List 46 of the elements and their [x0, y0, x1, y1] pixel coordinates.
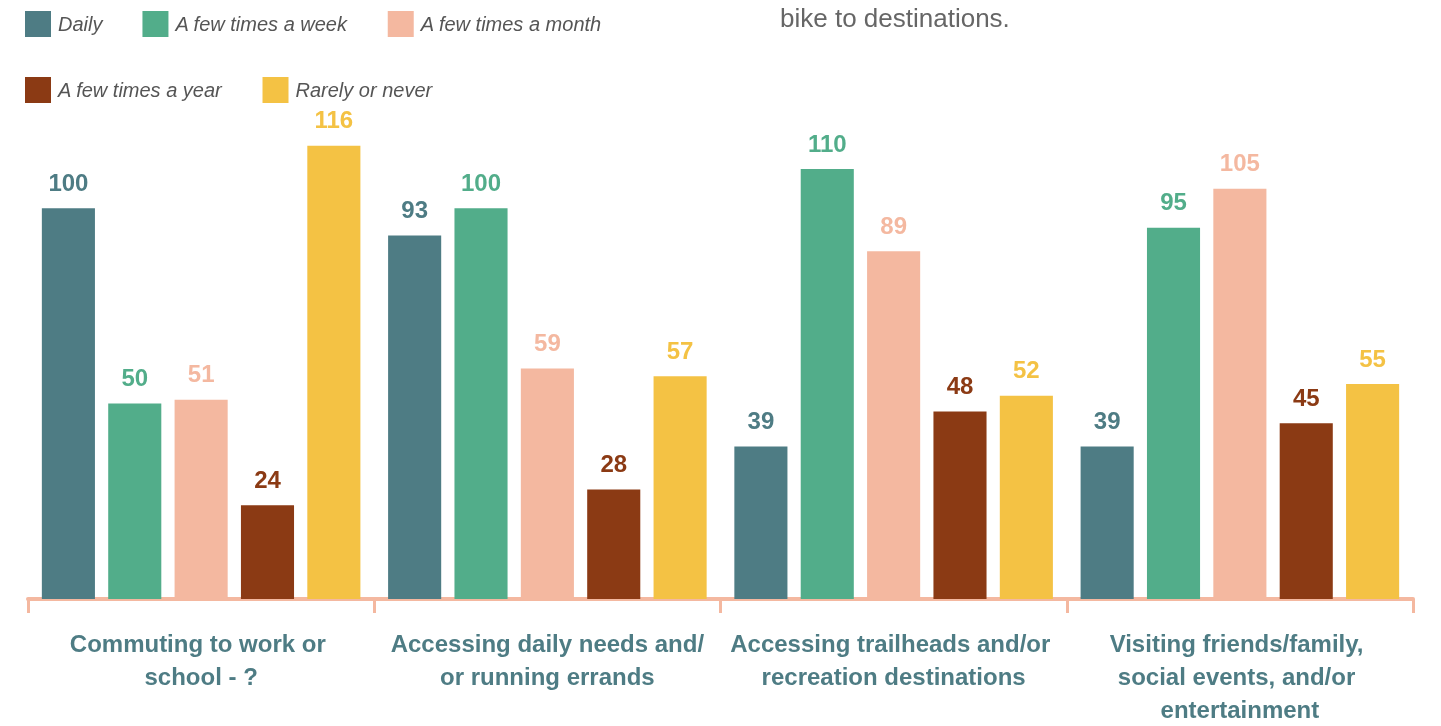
data-label: 95 [1160, 188, 1187, 216]
bar [800, 169, 854, 599]
legend-label: A few times a month [419, 13, 602, 35]
bar [653, 376, 707, 599]
data-label: 100 [48, 168, 89, 196]
data-label: 50 [121, 364, 149, 392]
data-label: 116 [314, 106, 354, 134]
data-label: 55 [1359, 344, 1386, 372]
data-label: 57 [666, 336, 694, 364]
x-tick-label: Accessing trailheads and/or recreation destinations [730, 630, 1058, 690]
data-label: 93 [401, 196, 428, 224]
x-tick-label: Accessing daily needs and/or running errands [390, 630, 705, 690]
legend-label: Rarely or never [295, 79, 434, 101]
bar [240, 505, 295, 599]
bar [999, 395, 1053, 599]
bar [734, 446, 788, 599]
data-label: 100 [460, 168, 502, 196]
bar [587, 489, 641, 599]
bar [108, 403, 162, 599]
bar [307, 145, 361, 599]
data-label: 89 [880, 211, 907, 239]
data-label: 45 [1292, 383, 1320, 411]
x-tick-label: Visiting friends/family, social events, and/or entertainment [1109, 630, 1371, 723]
bar [454, 208, 508, 599]
bar [933, 411, 987, 599]
data-label: 51 [187, 360, 215, 388]
bar [388, 235, 442, 599]
data-label: 39 [1093, 407, 1121, 435]
x-tick-label: Commuting to work or school - ? [69, 630, 333, 690]
legend-label: A few times a week [174, 13, 348, 35]
data-label: 48 [946, 371, 974, 399]
legend-label: Daily [58, 13, 104, 35]
data-label: 110 [807, 129, 847, 157]
data-label: 39 [747, 407, 775, 435]
data-label: 28 [600, 450, 628, 478]
data-label: 59 [534, 328, 561, 356]
chart-title: bike to destinations. [780, 3, 1010, 33]
data-label: 24 [254, 465, 282, 493]
bar [1146, 227, 1201, 599]
bar [1080, 446, 1134, 599]
legend-label: A few times a year [57, 79, 224, 101]
bar [1279, 423, 1333, 599]
bar [1346, 384, 1400, 599]
data-label: 105 [1219, 149, 1260, 177]
data-label: 52 [1013, 356, 1040, 384]
bar [41, 208, 95, 599]
